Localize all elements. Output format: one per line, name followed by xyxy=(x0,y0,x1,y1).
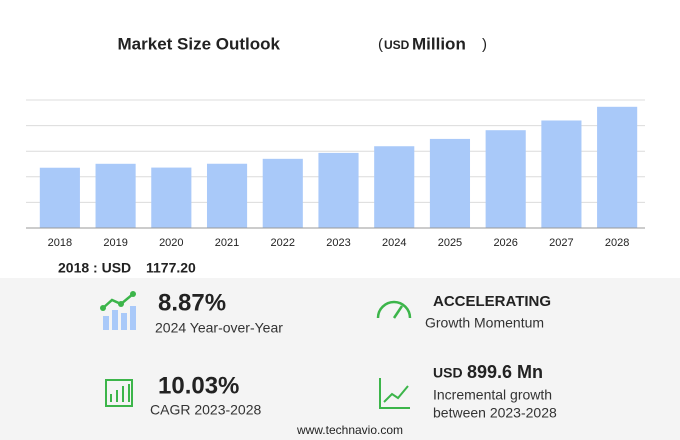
bar xyxy=(206,163,248,228)
x-tick-label: 2028 xyxy=(605,237,629,249)
bar xyxy=(374,146,415,228)
bar xyxy=(318,152,359,228)
stat-yoy-value: 8.87% xyxy=(158,289,226,316)
stat-yoy-label: 2024 Year-over-Year xyxy=(155,320,283,336)
icon-momentum xyxy=(376,300,412,319)
x-tick-label: 2025 xyxy=(438,237,462,249)
x-tick-label: 2027 xyxy=(549,237,573,249)
icon-cagr xyxy=(105,379,133,407)
stat-incr-label2: between 2023-2028 xyxy=(433,405,557,421)
bar xyxy=(95,163,136,228)
unit-open: ( xyxy=(378,36,383,53)
x-tick-label: 2020 xyxy=(159,237,183,249)
x-tick-label: 2023 xyxy=(326,237,350,249)
base-label: 2018 : USD xyxy=(58,260,131,276)
bar xyxy=(541,120,582,228)
stats-panel xyxy=(0,278,680,440)
stat-momentum-label: Growth Momentum xyxy=(425,315,544,331)
bar xyxy=(429,138,471,228)
stat-incr-label: Incremental growth xyxy=(433,387,552,403)
x-tick-label: 2018 xyxy=(48,237,72,249)
unit-close: ) xyxy=(482,36,487,53)
chart-title: Market Size Outlook xyxy=(118,34,281,53)
stat-cagr-value: 10.03% xyxy=(158,372,239,399)
unit-currency: USD xyxy=(384,38,410,52)
bar xyxy=(485,130,526,228)
icon-yoy xyxy=(100,291,136,330)
x-tick-label: 2026 xyxy=(493,237,517,249)
stat-cagr-label: CAGR 2023-2028 xyxy=(150,402,262,418)
unit-name: Million xyxy=(412,34,466,53)
bar xyxy=(597,106,638,228)
x-tick-label: 2021 xyxy=(215,237,239,249)
bar xyxy=(262,158,303,228)
stat-incr-value: 899.6 Mn xyxy=(467,362,543,382)
x-tick-label: 2022 xyxy=(271,237,295,249)
stat-incr-currency: USD xyxy=(433,365,463,381)
base-value: 1177.20 xyxy=(146,260,196,276)
stat-momentum-value: ACCELERATING xyxy=(433,293,551,310)
bar xyxy=(151,167,192,228)
footer: www.technavio.com xyxy=(296,423,403,437)
x-tick-label: 2024 xyxy=(382,237,406,249)
icon-incremental xyxy=(379,378,410,409)
bar xyxy=(39,167,80,228)
x-tick-label: 2019 xyxy=(103,237,127,249)
